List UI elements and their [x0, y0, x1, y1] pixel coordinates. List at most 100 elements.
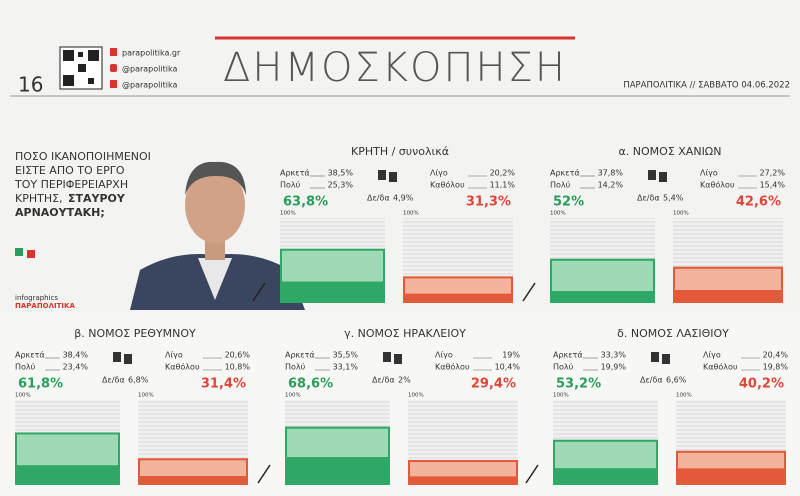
question-line: ΤΟΥ ΠΕΡΙΦΕΡΕΙΑΡΧΗ — [14, 178, 128, 191]
answer-value: 11,1% — [490, 181, 516, 190]
bar-total — [403, 276, 513, 303]
answer-label: Πολύ — [550, 180, 571, 190]
social-link: parapolitika.gr — [122, 49, 181, 58]
answer-value: 23,4% — [63, 363, 89, 372]
answer-label: Αρκετά — [280, 169, 310, 178]
question-name: ΣΤΑΥΡΟΥ — [68, 192, 126, 205]
scale-label: 100% — [550, 211, 566, 217]
scale-label: 100% — [553, 393, 569, 399]
positive-total: 61,8% — [18, 377, 63, 392]
scale-label: 100% — [673, 211, 689, 217]
thumb-down — [27, 250, 35, 258]
negative-total: 29,4% — [471, 377, 516, 392]
answer-value: 19,9% — [601, 363, 627, 372]
bar-segment — [138, 458, 248, 476]
thumb-down — [659, 172, 667, 182]
page-number: 16 — [18, 73, 43, 97]
social-link: @parapolitika — [122, 81, 177, 90]
thumb-down — [124, 354, 132, 364]
answer-value: 20,6% — [225, 351, 251, 360]
answer-label: Πολύ — [280, 180, 301, 190]
negative-total: 31,3% — [466, 195, 511, 210]
thumb-down — [394, 354, 402, 364]
answer-label: Πολύ — [285, 362, 306, 372]
bar-segment — [403, 276, 513, 294]
answer-value: 14,2% — [598, 181, 624, 190]
dk-label: Δε/δα — [372, 376, 395, 385]
dk-value: 2% — [398, 376, 411, 385]
bar-total — [285, 426, 390, 486]
panel-title: δ. ΝΟΜΟΣ ΛΑΣΙΘΙΟΥ — [617, 327, 729, 340]
question-line: ΠΟΣΟ ΙΚΑΝΟΠΟΙΗΜΕΝΟΙ — [15, 150, 151, 163]
answer-label: Λίγο — [165, 351, 183, 360]
scale-label: 100% — [138, 393, 154, 399]
answer-label: Λίγο — [703, 351, 721, 360]
thumb-down — [662, 354, 670, 364]
question-line: ΚΡΗΤΗΣ, — [15, 192, 63, 205]
answer-value: 27,2% — [760, 169, 786, 178]
bar-total — [676, 450, 786, 485]
question-name: ΑΡΝΑΟΥΤΑΚΗ; — [15, 206, 105, 219]
answer-label: Καθόλου — [700, 180, 735, 190]
scale-label: 100% — [676, 393, 692, 399]
credit-label: infographics — [15, 294, 58, 302]
bar-segment — [138, 475, 248, 485]
panel-title: ΚΡΗΤΗ / συνολικά — [351, 145, 449, 158]
divider-slash — [522, 282, 536, 302]
dk-label: Δε/δα — [102, 376, 125, 385]
bar-segment — [676, 450, 786, 469]
portrait — [130, 161, 305, 310]
bar-total — [408, 460, 518, 486]
bar-total — [280, 248, 385, 304]
panel-title: γ. ΝΟΜΟΣ ΗΡΑΚΛΕΙΟΥ — [344, 327, 466, 340]
positive-total: 52% — [553, 195, 584, 210]
answer-value: 35,5% — [333, 351, 359, 360]
answer-label: Λίγο — [700, 169, 718, 178]
dk-label: Δε/δα — [640, 376, 663, 385]
thumb-up — [383, 352, 391, 362]
question-line: ΕΙΣΤΕ ΑΠΟ ΤΟ ΕΡΓΟ — [15, 164, 125, 177]
bar-segment — [280, 281, 385, 303]
dk-label: Δε/δα — [637, 194, 660, 203]
bar-segment — [15, 465, 120, 485]
answer-value: 19,8% — [763, 363, 789, 372]
bar-segment — [550, 258, 655, 291]
bar-segment — [673, 266, 783, 290]
negative-total: 42,6% — [736, 195, 781, 210]
bar-segment — [673, 289, 783, 303]
answer-label: Αρκετά — [553, 351, 583, 360]
dk-value: 6,8% — [128, 376, 149, 385]
answer-label: Πολύ — [15, 362, 36, 372]
thumb-up — [378, 170, 386, 180]
bar-total — [673, 266, 783, 304]
bar-segment — [403, 293, 513, 303]
positive-total: 53,2% — [556, 377, 601, 392]
answer-value: 20,4% — [763, 351, 789, 360]
bar-total — [15, 432, 120, 485]
bar-segment — [553, 439, 658, 469]
answer-value: 38,5% — [328, 169, 354, 178]
scale-label: 100% — [280, 211, 296, 217]
thumb-down — [389, 172, 397, 182]
bar-segment — [285, 426, 390, 457]
answer-label: Αρκετά — [550, 169, 580, 178]
thumb-up — [15, 248, 23, 256]
bottom-background — [0, 312, 800, 496]
answer-value: 33,3% — [601, 351, 627, 360]
credit-brand: ΠΑΡΑΠΟΛΙΤΙΚΑ — [15, 302, 75, 310]
divider-slash — [252, 282, 266, 302]
bar-total — [553, 439, 658, 485]
divider-slash — [257, 464, 271, 484]
dk-value: 5,4% — [663, 194, 684, 203]
thumb-up — [648, 170, 656, 180]
positive-total: 63,8% — [283, 195, 328, 210]
divider-slash — [525, 464, 539, 484]
page-title: ΔΗΜΟΣΚΟΠΗΣΗ — [223, 45, 567, 91]
answer-label: Πολύ — [553, 362, 574, 372]
answer-value: 10,4% — [495, 363, 521, 372]
bar-segment — [408, 476, 518, 485]
dk-value: 4,9% — [393, 194, 414, 203]
answer-value: 20,2% — [490, 169, 516, 178]
answer-label: Καθόλου — [165, 362, 200, 372]
